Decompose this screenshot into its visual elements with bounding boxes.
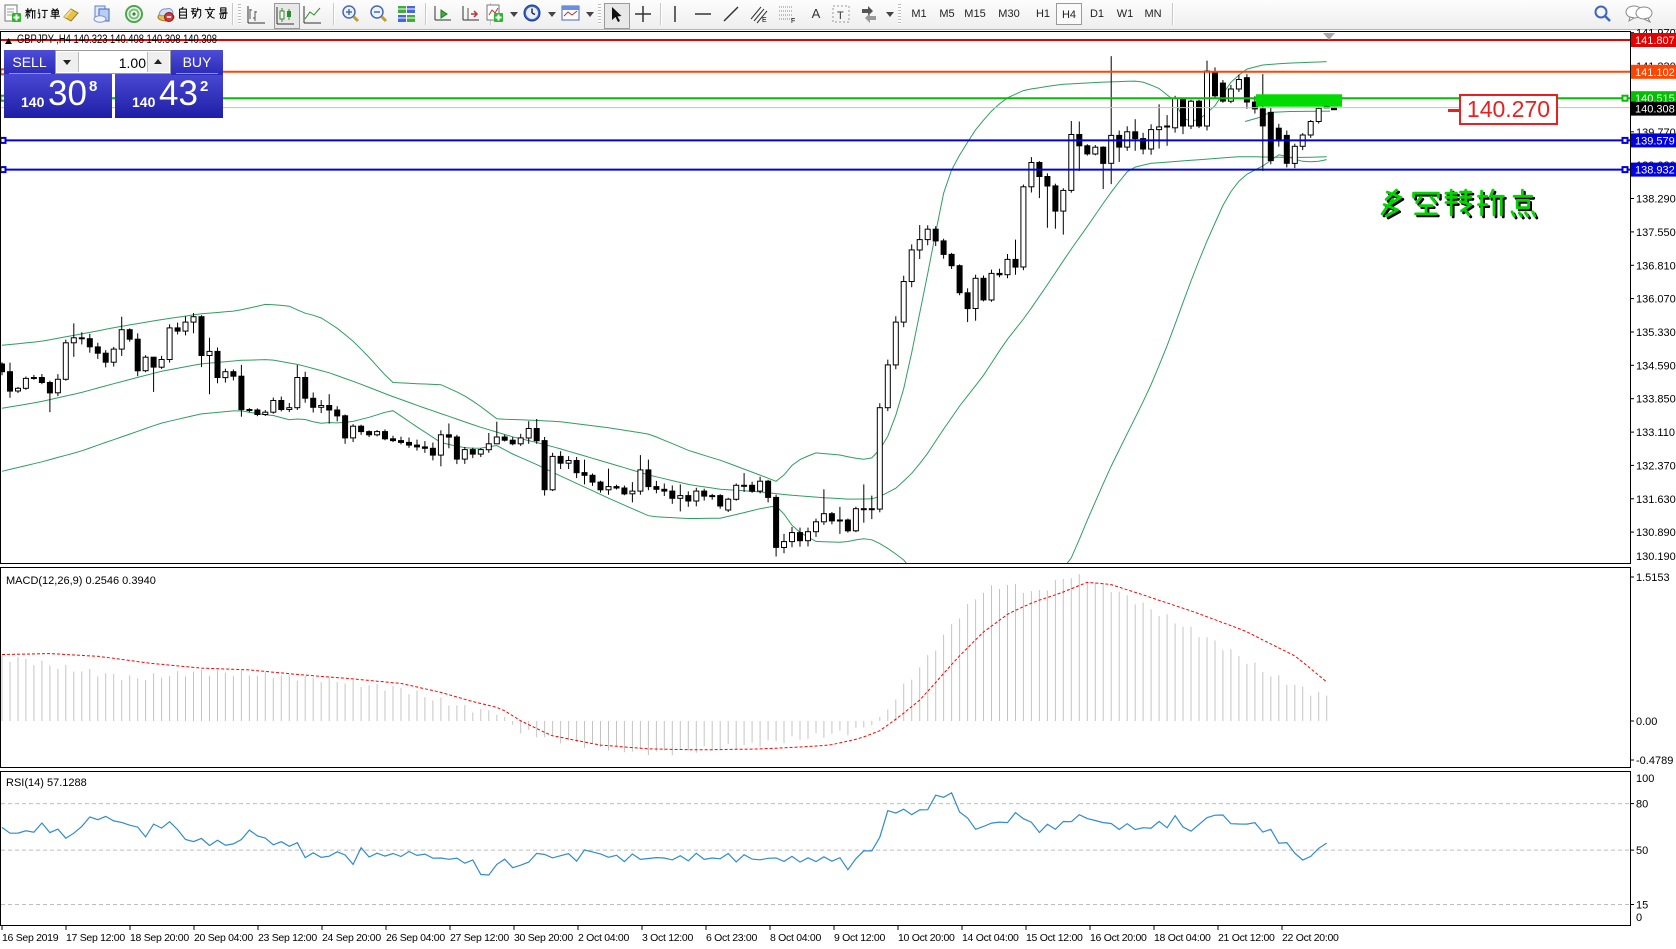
svg-text:30 Sep 20:00: 30 Sep 20:00 [514,932,573,944]
svg-text:136.070: 136.070 [1636,294,1676,306]
svg-text:131.630: 131.630 [1636,494,1676,506]
svg-text:0.00: 0.00 [1636,716,1657,728]
svg-text:138.290: 138.290 [1636,194,1676,206]
svg-text:27 Sep 12:00: 27 Sep 12:00 [450,932,509,944]
svg-text:15 Oct 12:00: 15 Oct 12:00 [1026,932,1083,944]
svg-text:138.932: 138.932 [1635,165,1675,177]
svg-text:0: 0 [1636,912,1642,924]
svg-text:GBPJPY-,H4 140.323 140.408 14: GBPJPY-,H4 140.323 140.408 140.308 140.3… [17,34,217,46]
svg-text:-0.4789: -0.4789 [1636,755,1673,767]
svg-text:133.110: 133.110 [1636,427,1675,439]
svg-text:3 Oct 12:00: 3 Oct 12:00 [642,932,693,944]
svg-text:18 Sep 20:00: 18 Sep 20:00 [130,932,189,944]
svg-text:RSI(14) 57.1288: RSI(14) 57.1288 [6,777,87,789]
svg-text:14 Oct 04:00: 14 Oct 04:00 [962,932,1019,944]
svg-text:23 Sep 12:00: 23 Sep 12:00 [258,932,317,944]
svg-text:141.807: 141.807 [1635,35,1675,47]
svg-text:140.308: 140.308 [1635,104,1675,116]
svg-text:26 Sep 04:00: 26 Sep 04:00 [386,932,445,944]
svg-text:9 Oct 12:00: 9 Oct 12:00 [834,932,885,944]
svg-text:130.190: 130.190 [1636,551,1676,563]
svg-text:137.550: 137.550 [1636,227,1676,239]
svg-text:136.810: 136.810 [1636,260,1676,272]
svg-text:16 Oct 20:00: 16 Oct 20:00 [1090,932,1147,944]
svg-text:1.5153: 1.5153 [1636,572,1670,584]
svg-text:18 Oct 04:00: 18 Oct 04:00 [1154,932,1211,944]
svg-text:22 Oct 20:00: 22 Oct 20:00 [1282,932,1339,944]
svg-text:6 Oct 23:00: 6 Oct 23:00 [706,932,757,944]
svg-text:2 Oct 04:00: 2 Oct 04:00 [578,932,629,944]
svg-text:21 Oct 12:00: 21 Oct 12:00 [1218,932,1275,944]
svg-text:139.579: 139.579 [1635,135,1675,147]
svg-text:132.370: 132.370 [1636,460,1676,472]
svg-text:100: 100 [1636,773,1654,785]
svg-text:135.330: 135.330 [1636,327,1676,339]
svg-text:MACD(12,26,9) 0.2546 0.3940: MACD(12,26,9) 0.2546 0.3940 [6,575,156,587]
svg-text:15: 15 [1636,900,1648,912]
svg-text:F: F [791,18,795,25]
svg-text:141.102: 141.102 [1635,67,1675,79]
svg-text:80: 80 [1636,799,1648,811]
svg-text:T: T [837,10,844,22]
svg-text:17 Sep 12:00: 17 Sep 12:00 [66,932,125,944]
svg-text:133.850: 133.850 [1636,394,1676,406]
svg-text:20 Sep 04:00: 20 Sep 04:00 [194,932,253,944]
svg-text:50: 50 [1636,845,1648,857]
svg-text:130.890: 130.890 [1636,527,1676,539]
svg-text:E: E [762,17,767,24]
svg-text:10 Oct 20:00: 10 Oct 20:00 [898,932,955,944]
svg-text:24 Sep 20:00: 24 Sep 20:00 [322,932,381,944]
svg-text:8 Oct 04:00: 8 Oct 04:00 [770,932,821,944]
svg-text:16 Sep 2019: 16 Sep 2019 [2,932,59,944]
svg-text:134.590: 134.590 [1636,360,1676,372]
